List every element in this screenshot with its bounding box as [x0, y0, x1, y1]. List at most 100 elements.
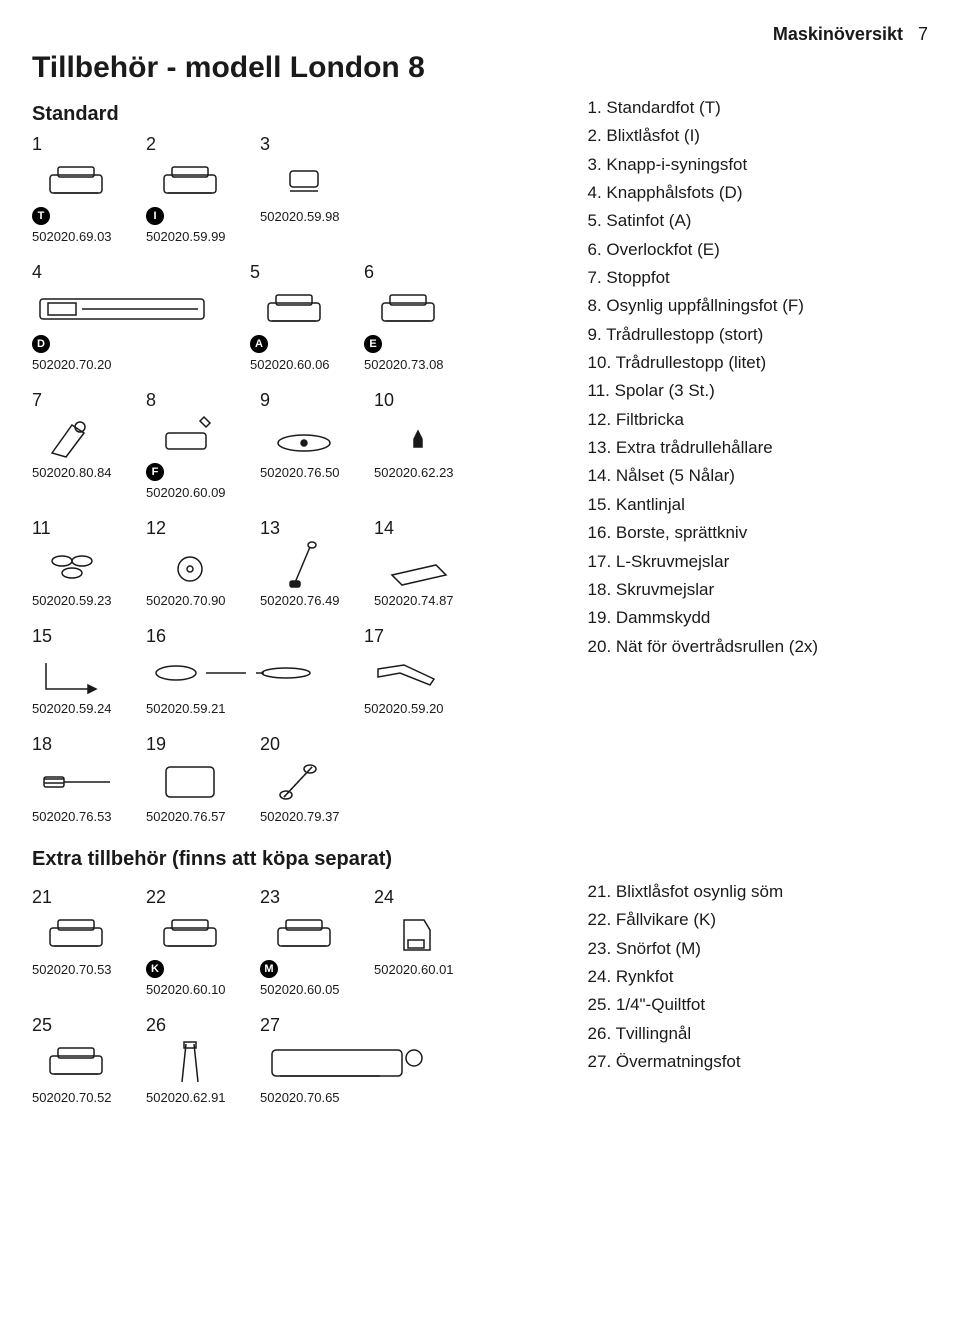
legend-line: 19. Dammskydd — [588, 605, 928, 631]
part-number: 502020.60.10 — [146, 982, 226, 997]
accessory-icon — [374, 910, 462, 958]
part-number: 502020.70.65 — [260, 1090, 340, 1105]
part-number: 502020.76.53 — [32, 809, 112, 824]
accessory-icon — [32, 285, 212, 333]
accessory-icon — [260, 157, 348, 205]
legend-line: 27. Övermatningsfot — [588, 1049, 928, 1075]
legend-line: 17. L-Skruvmejslar — [588, 549, 928, 575]
part-number: 502020.74.87 — [374, 593, 454, 608]
accessory-icon — [374, 541, 462, 589]
accessory-icon — [146, 910, 234, 958]
item-number: 1 — [32, 134, 42, 155]
page-title: Tillbehör - modell London 8 — [32, 51, 928, 85]
item-number: 3 — [260, 134, 270, 155]
accessory-item-10: 10502020.62.23 — [374, 390, 470, 500]
accessory-item-9: 9502020.76.50 — [260, 390, 356, 500]
accessory-item-22: 22K502020.60.10 — [146, 887, 242, 997]
item-number: 8 — [146, 390, 156, 411]
accessory-item-3: 3502020.59.98 — [260, 134, 356, 244]
legend-line: 21. Blixtlåsfot osynlig söm — [588, 879, 928, 905]
part-number: 502020.73.08 — [364, 357, 444, 372]
legend-line: 20. Nät för övertrådsrullen (2x) — [588, 634, 928, 660]
letter-badge: K — [146, 960, 164, 978]
legend-line: 4. Knapphålsfots (D) — [588, 180, 928, 206]
accessory-icon — [146, 157, 234, 205]
accessory-item-16: 16 502020.59.21 — [146, 626, 346, 716]
accessory-item-2: 2I502020.59.99 — [146, 134, 242, 244]
item-number: 19 — [146, 734, 166, 755]
part-number: 502020.60.01 — [374, 962, 454, 977]
part-number: 502020.60.06 — [250, 357, 330, 372]
part-number: 502020.70.20 — [32, 357, 112, 372]
part-number: 502020.60.09 — [146, 485, 226, 500]
item-number: 6 — [364, 262, 374, 283]
accessory-icon — [146, 413, 234, 461]
accessory-icon — [32, 1038, 120, 1086]
item-number: 14 — [374, 518, 394, 539]
accessory-item-19: 19502020.76.57 — [146, 734, 242, 824]
legend-line: 10. Trådrullestopp (litet) — [588, 350, 928, 376]
accessory-icon — [146, 541, 234, 589]
item-number: 16 — [146, 626, 166, 647]
accessory-item-21: 21 502020.70.53 — [32, 887, 128, 997]
legend-line: 3. Knapp-i-syningsfot — [588, 152, 928, 178]
accessory-icon — [146, 649, 326, 697]
legend-line: 26. Tvillingnål — [588, 1021, 928, 1047]
item-number: 21 — [32, 887, 52, 908]
item-number: 24 — [374, 887, 394, 908]
part-number: 502020.69.03 — [32, 229, 112, 244]
accessory-item-26: 26502020.62.91 — [146, 1015, 242, 1105]
extra-grid: 21502020.70.5322K502020.60.1023M502020.6… — [32, 887, 560, 1105]
item-number: 26 — [146, 1015, 166, 1036]
legend-line: 8. Osynlig uppfållningsfot (F) — [588, 293, 928, 319]
item-number: 20 — [260, 734, 280, 755]
item-number: 18 — [32, 734, 52, 755]
part-number: 502020.70.53 — [32, 962, 112, 977]
part-number: 502020.76.49 — [260, 593, 340, 608]
item-number: 23 — [260, 887, 280, 908]
accessory-item-17: 17502020.59.20 — [364, 626, 460, 716]
legend-line: 25. 1/4"-Quiltfot — [588, 992, 928, 1018]
accessory-item-23: 23M502020.60.05 — [260, 887, 356, 997]
legend-line: 15. Kantlinjal — [588, 492, 928, 518]
accessory-item-12: 12502020.70.90 — [146, 518, 242, 608]
part-number: 502020.70.52 — [32, 1090, 112, 1105]
accessory-icon — [32, 757, 120, 805]
legend-line: 2. Blixtlåsfot (I) — [588, 123, 928, 149]
extra-legend: 21. Blixtlåsfot osynlig söm22. Fållvikar… — [588, 879, 928, 1105]
accessory-icon — [260, 757, 348, 805]
accessory-item-27: 27 502020.70.65 — [260, 1015, 460, 1105]
legend-line: 14. Nålset (5 Nålar) — [588, 463, 928, 489]
accessory-item-14: 14 502020.74.87 — [374, 518, 470, 608]
accessory-item-15: 15502020.59.24 — [32, 626, 128, 716]
item-number: 13 — [260, 518, 280, 539]
part-number: 502020.59.21 — [146, 701, 226, 716]
part-number: 502020.70.90 — [146, 593, 226, 608]
accessory-item-13: 13 502020.76.49 — [260, 518, 356, 608]
letter-badge: E — [364, 335, 382, 353]
page-header: Maskinöversikt 7 — [32, 24, 928, 45]
accessory-icon — [32, 157, 120, 205]
legend-line: 23. Snörfot (M) — [588, 936, 928, 962]
item-number: 2 — [146, 134, 156, 155]
legend-line: 12. Filtbricka — [588, 407, 928, 433]
item-number: 4 — [32, 262, 42, 283]
accessory-item-11: 11502020.59.23 — [32, 518, 128, 608]
accessory-icon — [260, 910, 348, 958]
legend-line: 16. Borste, sprättkniv — [588, 520, 928, 546]
item-number: 25 — [32, 1015, 52, 1036]
accessory-icon — [260, 413, 348, 461]
accessory-item-18: 18 502020.76.53 — [32, 734, 128, 824]
accessory-item-7: 7502020.80.84 — [32, 390, 128, 500]
item-number: 27 — [260, 1015, 280, 1036]
legend-line: 9. Trådrullestopp (stort) — [588, 322, 928, 348]
letter-badge: F — [146, 463, 164, 481]
accessory-item-8: 8 F 502020.60.09 — [146, 390, 242, 500]
legend-line: 18. Skruvmejslar — [588, 577, 928, 603]
accessory-icon — [364, 649, 452, 697]
accessory-item-25: 25 502020.70.52 — [32, 1015, 128, 1105]
part-number: 502020.59.20 — [364, 701, 444, 716]
section-name: Maskinöversikt — [773, 24, 903, 44]
standard-heading: Standard — [32, 103, 560, 126]
accessory-item-20: 20502020.79.37 — [260, 734, 356, 824]
